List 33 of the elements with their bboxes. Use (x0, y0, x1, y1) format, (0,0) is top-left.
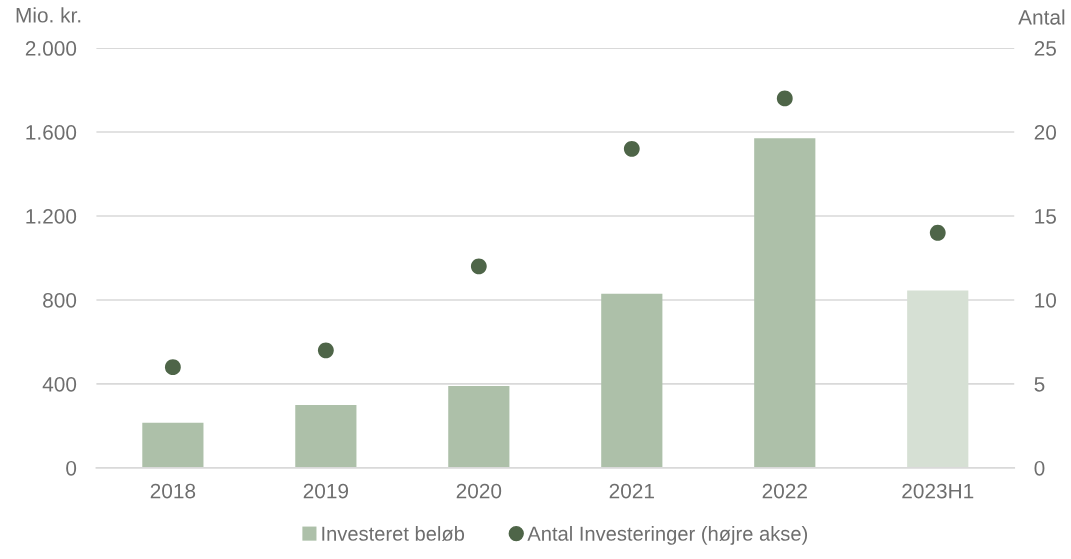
point (470, 258, 487, 275)
x-tick-label: 2019 (303, 483, 349, 499)
bar (754, 138, 816, 468)
y-tick-label: 1.600 (26, 125, 77, 140)
point (317, 342, 334, 359)
y2-tick-label: 0 (1034, 460, 1045, 476)
legend-label: Antal Investeringer (højre akse) (527, 526, 808, 545)
x-tick-label: 2018 (150, 483, 196, 499)
x-tick-label: 2022 (762, 483, 807, 499)
point (623, 140, 640, 157)
y-tick-label: 1.200 (26, 209, 77, 224)
y-tick-label: 400 (42, 376, 77, 392)
y2-axis-title: Antal (1018, 9, 1065, 25)
point (164, 359, 181, 376)
x-tick-label: 2020 (456, 483, 502, 499)
y2-tick-label: 5 (1034, 377, 1045, 392)
x-tick-label: 2021 (609, 483, 654, 499)
y-axis-title: Mio. kr. (16, 7, 81, 23)
y-tick-label: 800 (43, 292, 77, 308)
y2-tick-label: 20 (1034, 125, 1057, 140)
y-tick-label: 0 (66, 460, 77, 476)
y2-tick-label: 10 (1035, 292, 1057, 308)
bar (448, 386, 510, 468)
legend-label: Investeret beløb (322, 526, 465, 542)
y2-tick-label: 15 (1035, 209, 1056, 224)
bar (142, 422, 204, 468)
y2-tick-label: 25 (1034, 41, 1056, 56)
point (776, 90, 793, 107)
y-tick-label: 2.000 (25, 41, 77, 56)
x-tick-label: 2023H1 (902, 483, 974, 499)
point (929, 224, 946, 241)
bar (295, 404, 357, 468)
bar (601, 293, 663, 468)
